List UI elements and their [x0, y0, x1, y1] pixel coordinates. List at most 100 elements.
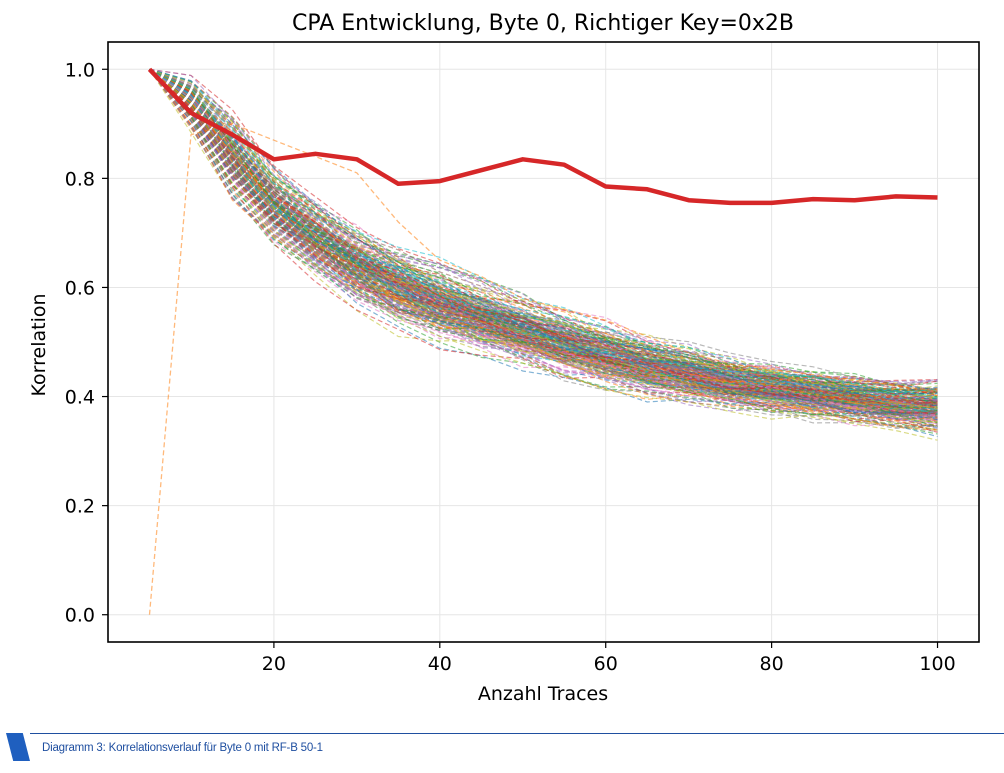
wrong-key-series-line [149, 68, 938, 409]
wrong-key-series-line [149, 68, 938, 428]
wrong-key-series-line [149, 68, 938, 406]
wrong-key-series-line [149, 68, 938, 408]
caption-marker-icon [6, 733, 30, 761]
caption-divider [30, 733, 1004, 734]
wrong-key-series-line [149, 68, 938, 421]
wrong-key-series-line [149, 68, 938, 427]
wrong-key-series-line [149, 68, 938, 411]
outlier-line-layer [148, 123, 938, 615]
wrong-key-series-line [149, 68, 938, 409]
wrong-key-series-line [149, 68, 938, 427]
wrong-key-series-line [149, 68, 938, 385]
wrong-key-series-line [149, 68, 938, 415]
cpa-chart: CPA Entwicklung, Byte 0, Richtiger Key=0… [28, 11, 980, 705]
wrong-key-series-line [149, 68, 938, 406]
correct-key-line [147, 67, 938, 206]
wrong-key-series-line [149, 68, 938, 414]
y-tick-label: 0.6 [65, 277, 95, 299]
wrong-key-series-line [149, 68, 938, 411]
wrong-key-series-line [149, 68, 938, 406]
wrong-key-series-line [149, 68, 938, 413]
wrong-key-series-line [149, 68, 938, 408]
wrong-key-series-line [149, 68, 938, 413]
wrong-key-series-line [149, 68, 938, 397]
x-tick-label: 80 [760, 653, 784, 675]
wrong-key-series-line [149, 68, 938, 413]
wrong-key-series-line [149, 68, 938, 430]
wrong-key-series-line [149, 68, 938, 431]
wrong-key-series-line [149, 68, 938, 413]
chart-title: CPA Entwicklung, Byte 0, Richtiger Key=0… [292, 11, 794, 36]
wrong-key-series-line [149, 68, 938, 427]
wrong-key-series-line [149, 68, 938, 415]
wrong-key-series-line [149, 68, 938, 397]
wrong-key-series-line [149, 68, 938, 408]
wrong-key-series-line [149, 68, 938, 383]
wrong-key-series-line [149, 68, 938, 408]
wrong-key-series-line [149, 68, 938, 399]
axis-ticks: 20 40 60 80 100 0.0 0.2 0.4 0.6 0.8 1.0 [65, 59, 956, 675]
wrong-key-series-line [149, 68, 938, 395]
wrong-key-series-line [149, 68, 938, 409]
wrong-key-series-line [149, 68, 938, 408]
wrong-key-series-line [149, 68, 938, 408]
y-tick-label: 0.8 [65, 168, 95, 190]
outlier-series-line [148, 123, 938, 615]
x-tick-label: 40 [428, 653, 452, 675]
x-axis-label: Anzahl Traces [478, 683, 608, 705]
wrong-key-series-line [149, 68, 938, 425]
wrong-key-series-line [149, 68, 938, 408]
wrong-key-series-line [149, 68, 938, 393]
wrong-key-series-line [149, 68, 938, 385]
wrong-key-series-line [149, 68, 938, 393]
y-tick-label: 0.0 [65, 605, 95, 627]
wrong-key-series-line [149, 68, 938, 414]
wrong-key-series-line [149, 68, 938, 405]
wrong-key-series-line [149, 68, 938, 410]
wrong-key-series-line [149, 68, 938, 398]
y-tick-label: 0.4 [65, 387, 95, 409]
wrong-key-series-line [149, 68, 938, 420]
wrong-key-series-line [149, 68, 938, 404]
wrong-key-series-line [149, 68, 938, 393]
wrong-key-series-line [149, 68, 938, 401]
wrong-key-series-line [149, 68, 938, 417]
wrong-key-series-line [149, 68, 938, 409]
wrong-key-series-line [149, 68, 938, 411]
wrong-key-series-line [149, 68, 938, 416]
y-tick-label: 0.2 [65, 496, 95, 518]
x-tick-label: 100 [919, 653, 955, 675]
wrong-key-series-line [149, 68, 938, 408]
wrong-key-lines [148, 68, 938, 441]
wrong-key-series-line [149, 68, 938, 428]
wrong-key-series-line [149, 68, 938, 412]
caption-bar: Diagramm 3: Korrelationsverlauf für Byte… [0, 733, 1004, 773]
wrong-key-series-line [149, 68, 938, 408]
figure-caption: Diagramm 3: Korrelationsverlauf für Byte… [42, 742, 323, 754]
wrong-key-series-line [149, 68, 938, 415]
wrong-key-series-line [149, 68, 938, 421]
wrong-key-series-line [149, 68, 938, 415]
wrong-key-series-line [149, 68, 938, 411]
wrong-key-series-line [149, 68, 938, 412]
wrong-key-series-line [149, 68, 938, 411]
correct-key-line-layer [147, 67, 938, 206]
wrong-key-series-line [149, 68, 938, 427]
wrong-key-series-line [149, 68, 938, 412]
plot-frame [107, 41, 980, 643]
grid-layer [108, 42, 979, 642]
wrong-key-series-line [149, 68, 938, 413]
wrong-key-series-line [149, 68, 938, 412]
x-tick-label: 60 [594, 653, 618, 675]
wrong-key-series-line [149, 68, 938, 413]
wrong-key-series-line [149, 68, 938, 412]
wrong-key-series-line [149, 68, 938, 400]
wrong-key-series-line [149, 68, 938, 408]
x-tick-label: 20 [262, 653, 286, 675]
wrong-key-series-line [149, 68, 938, 408]
wrong-key-series-line [149, 68, 938, 428]
wrong-key-series-line [149, 68, 938, 433]
wrong-key-series-line [149, 68, 938, 407]
wrong-key-series-line [149, 68, 938, 394]
wrong-key-series-line [149, 68, 938, 396]
